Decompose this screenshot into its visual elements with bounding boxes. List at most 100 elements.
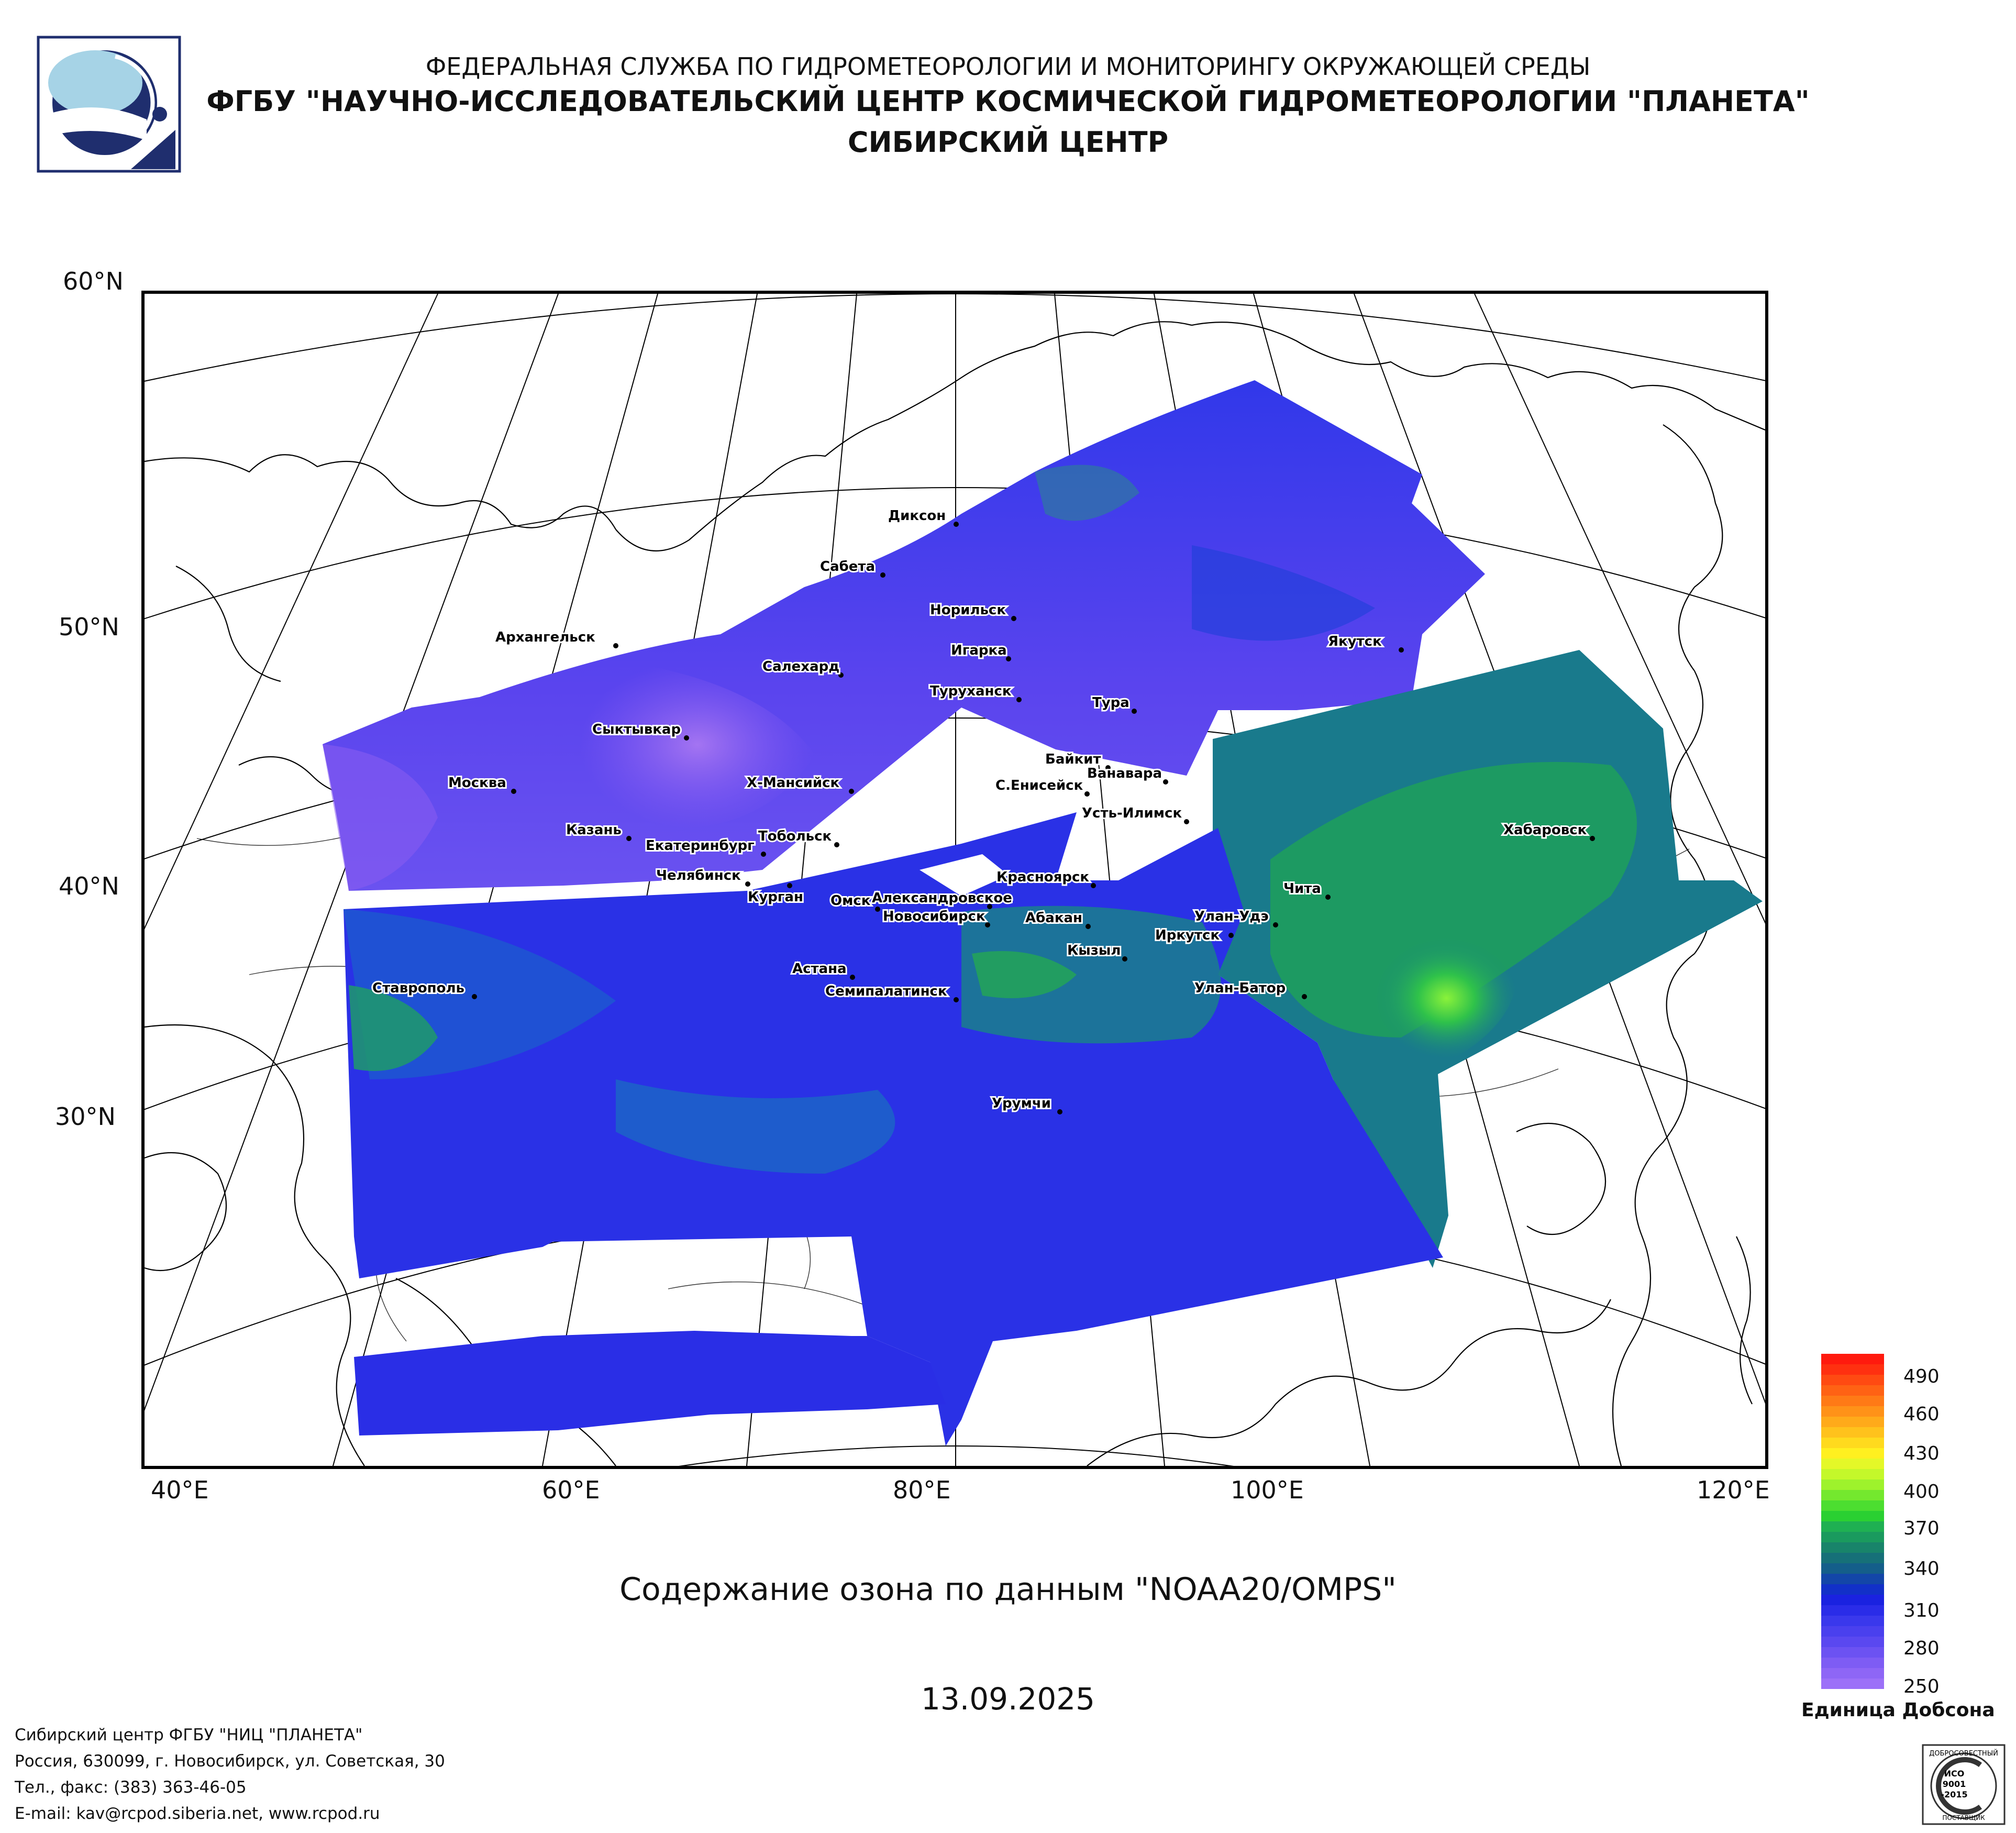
city-dot — [745, 881, 750, 887]
planeta-logo — [37, 36, 181, 173]
ozone-teal-north — [1035, 465, 1139, 521]
city-dot — [1302, 994, 1307, 999]
legend-swatch — [1821, 1479, 1884, 1490]
legend-swatch — [1821, 1459, 1884, 1470]
ozone-swath-south — [354, 1331, 946, 1436]
legend-swatch — [1821, 1438, 1884, 1449]
iso-number: 9001 — [1943, 1779, 1966, 1789]
legend-swatch — [1821, 1616, 1884, 1627]
legend-tick-460: 460 — [1903, 1404, 1940, 1425]
legend-tick-430: 430 — [1903, 1443, 1940, 1464]
lon-label-60: 60°E — [542, 1476, 600, 1504]
city-label: Иркутск — [1155, 927, 1220, 943]
legend-tick-340: 340 — [1903, 1558, 1940, 1580]
legend-tick-490: 490 — [1903, 1366, 1940, 1387]
legend-tick-280: 280 — [1903, 1638, 1940, 1659]
city-label: Омск — [830, 893, 871, 909]
lat-label-30: 30°N — [55, 1102, 116, 1131]
ozone-teal-center — [961, 906, 1221, 1044]
lon-label-120: 120°E — [1697, 1476, 1770, 1504]
legend-swatch — [1821, 1448, 1884, 1459]
city-markers: Диксон Сабета Норильск Игарка Туруханск Салех… — [371, 506, 1595, 1114]
city-label: Х-Мансийск — [747, 775, 839, 791]
iso-text: ИСО — [1944, 1769, 1965, 1779]
coastlines — [145, 321, 1765, 1466]
legend-swatch — [1821, 1532, 1884, 1543]
legend-swatch — [1821, 1511, 1884, 1522]
city-dot — [1016, 697, 1022, 702]
legend-unit: Единица Добсона — [1801, 1699, 1995, 1721]
city-label: Курган — [748, 889, 803, 905]
city-dot — [1273, 922, 1278, 927]
city-dot — [1084, 791, 1090, 797]
city-dot — [880, 572, 885, 578]
city-dot — [954, 522, 959, 527]
legend-colorbar — [1821, 1354, 1884, 1689]
header-center: СИБИРСКИЙ ЦЕНТР — [847, 126, 1169, 159]
data-gap — [920, 854, 1009, 896]
city-label: Челябинск — [656, 868, 741, 884]
legend-swatch — [1821, 1354, 1884, 1365]
ozone-low-area — [580, 660, 815, 830]
legend-tick-370: 370 — [1903, 1518, 1940, 1539]
footer-org: Сибирский центр ФГБУ "НИЦ "ПЛАНЕТА" — [15, 1726, 363, 1744]
map-svg: Диксон Сабета Норильск Игарка Туруханск Салех… — [145, 294, 1765, 1466]
legend-swatch — [1821, 1626, 1884, 1637]
city-label: Сыктывкар — [592, 722, 681, 737]
city-label: Диксон — [888, 508, 946, 524]
legend-tick-400: 400 — [1903, 1481, 1940, 1503]
city-dot — [684, 735, 689, 741]
ozone-high-spot — [1375, 938, 1518, 1058]
city-dot — [1057, 1109, 1062, 1114]
legend-tick-250: 250 — [1903, 1676, 1940, 1697]
lon-label-80: 80°E — [893, 1476, 951, 1504]
legend-swatch — [1821, 1679, 1884, 1689]
city-dot — [472, 994, 477, 999]
footer-phone: Тел., факс: (383) 363-46-05 — [15, 1778, 247, 1797]
city-dot — [761, 852, 766, 857]
city-dot — [987, 904, 992, 909]
city-dot — [1590, 836, 1595, 841]
city-dot — [954, 997, 959, 1002]
legend-swatch — [1821, 1584, 1884, 1595]
city-dot — [626, 836, 632, 841]
city-label: Улан-Батор — [1194, 980, 1286, 996]
city-label: Новосибирск — [883, 909, 985, 924]
ozone-green-east — [1270, 761, 1637, 1037]
city-dot — [1085, 924, 1091, 929]
ozone-low-west — [323, 744, 438, 891]
legend-swatch — [1821, 1469, 1884, 1480]
map-caption: Содержание озона по данным "NOAA20/OMPS" — [619, 1571, 1397, 1608]
city-dot — [1163, 779, 1168, 785]
header-agency: ФЕДЕРАЛЬНАЯ СЛУЖБА ПО ГИДРОМЕТЕОРОЛОГИИ … — [425, 52, 1591, 81]
city-label: С.Енисейск — [995, 778, 1083, 793]
iso-year: -2015 — [1941, 1790, 1967, 1799]
city-dot — [1091, 883, 1096, 888]
city-label: Абакан — [1025, 910, 1082, 926]
city-label: Тура — [1092, 695, 1129, 711]
ozone-green-west — [349, 985, 438, 1071]
city-label: Казань — [566, 822, 622, 838]
legend-swatch — [1821, 1500, 1884, 1511]
legend-swatch — [1821, 1375, 1884, 1386]
city-label: Байкит — [1045, 752, 1101, 767]
city-dot — [850, 975, 855, 980]
legend-swatch — [1821, 1521, 1884, 1532]
city-label: Усть-Илимск — [1082, 805, 1182, 821]
city-label: Норильск — [930, 602, 1006, 618]
city-label: Астана — [792, 961, 847, 977]
ozone-green-center — [972, 951, 1077, 998]
city-dot — [985, 922, 990, 927]
lon-label-100: 100°E — [1231, 1476, 1304, 1504]
city-dot — [1228, 933, 1234, 938]
ozone-map: Диксон Сабета Норильск Игарка Туруханск Салех… — [141, 291, 1768, 1469]
city-label: Москва — [448, 775, 506, 791]
city-dot — [1011, 616, 1016, 621]
iso-bottom-text: ПОСТАВЩИК — [1942, 1814, 1985, 1821]
city-label: Хабаровск — [1503, 822, 1587, 838]
city-label: Салехард — [762, 659, 839, 675]
ozone-blue-north — [1192, 545, 1375, 641]
city-label: Якутск — [1328, 634, 1382, 649]
city-dot — [834, 842, 839, 847]
city-label: Семипалатинск — [825, 984, 947, 999]
